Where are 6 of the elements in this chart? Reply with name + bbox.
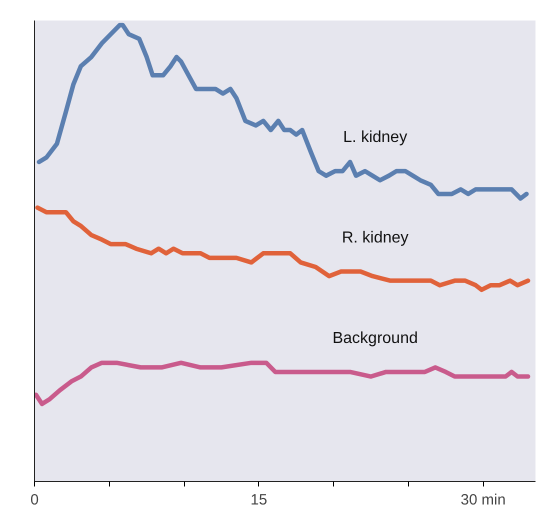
x-tick-label: 0: [30, 492, 39, 508]
x-tick-label: 15: [250, 492, 268, 508]
series-label: R. kidney: [342, 229, 409, 246]
x-tick-label: 30 min: [460, 492, 506, 508]
series-label: Background: [332, 330, 418, 347]
series-label: L. kidney: [343, 129, 408, 146]
